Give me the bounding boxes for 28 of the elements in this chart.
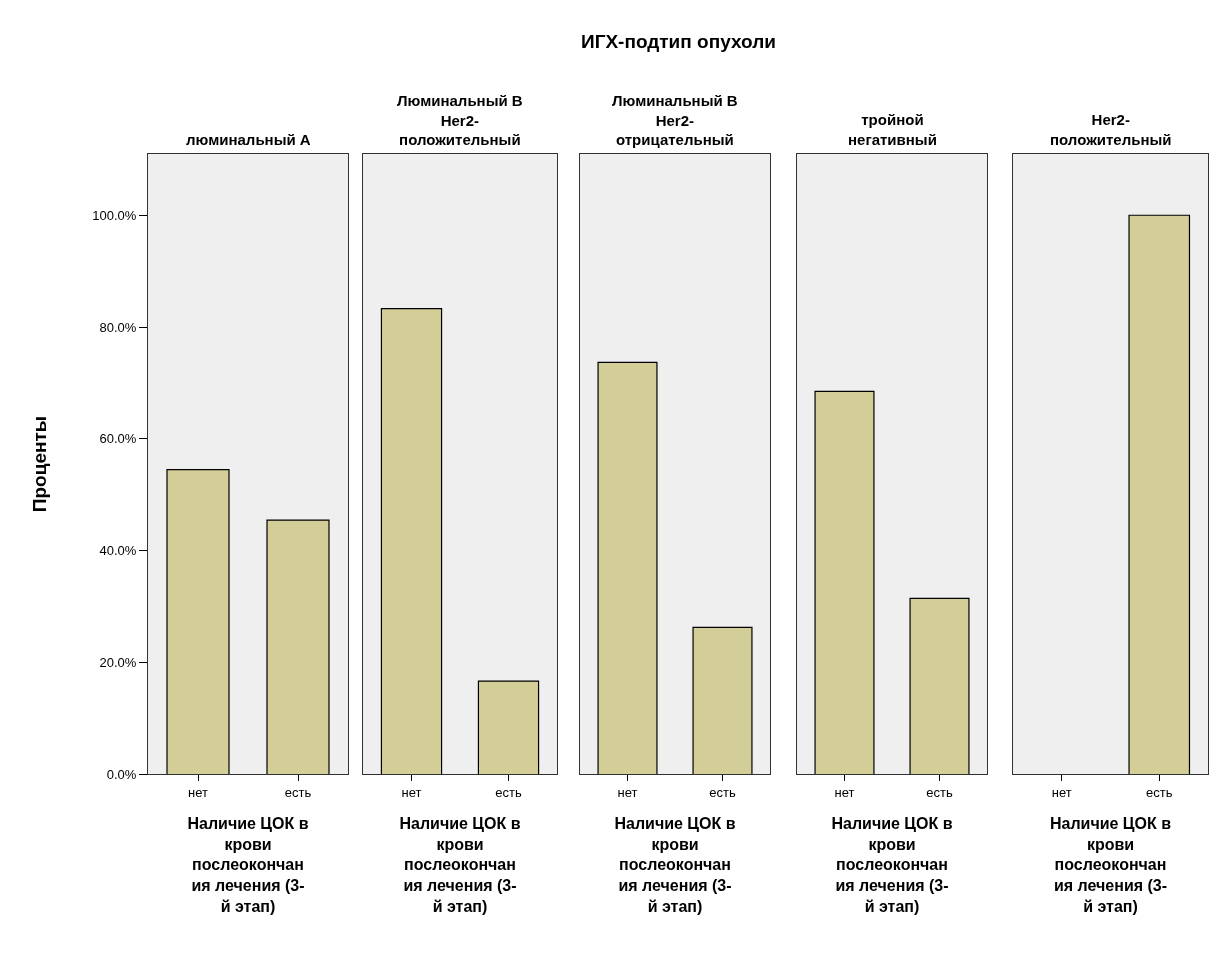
chart-title: Her2-положительный <box>1050 111 1172 148</box>
y-tick-label: 0.0% <box>106 767 137 783</box>
x-axis-title: Наличие ЦОК в крови послеокончания лечения (3-й этап) <box>187 814 309 915</box>
x-tick-label: нет <box>1051 785 1072 801</box>
chart-title: Люминальный B Her2-отрицательный <box>612 92 738 148</box>
y-tick-label: 80.0% <box>99 319 137 335</box>
y-tick-label: 40.0% <box>99 543 137 559</box>
x-tick-label: нет <box>401 785 422 801</box>
x-tick-label: есть <box>495 785 522 801</box>
y-tick-label: 100.0% <box>92 207 137 223</box>
x-axis-title: Наличие ЦОК в крови послеокончания лечения (3-й этап) <box>399 814 521 915</box>
x-tick-label: есть <box>1146 785 1173 801</box>
x-axis-title: Наличие ЦОК в крови послеокончания лечения (3-й этап) <box>614 814 736 915</box>
x-tick-label: есть <box>926 785 953 801</box>
x-tick-label: есть <box>709 785 736 801</box>
chart-title: тройной негативный <box>848 111 937 148</box>
x-axis-title: Наличие ЦОК в крови послеокончания лечения (3-й этап) <box>1049 814 1172 915</box>
x-tick-label: нет <box>617 785 638 801</box>
y-tick-label: 20.0% <box>99 655 137 671</box>
chart-title: люминальный A <box>186 131 311 148</box>
y-axis-title: Проценты <box>29 416 51 513</box>
y-tick-label: 60.0% <box>99 431 137 447</box>
chart-title: Люминальный B Her2-положительный <box>397 92 523 148</box>
x-axis-title: Наличие ЦОК в крови послеокончания лечения (3-й этап) <box>831 814 953 915</box>
text: ИГХ-подтип опухоли <box>581 31 776 52</box>
x-tick-label: есть <box>284 785 312 801</box>
x-tick-label: нет <box>188 785 209 801</box>
x-tick-label: нет <box>834 785 855 801</box>
